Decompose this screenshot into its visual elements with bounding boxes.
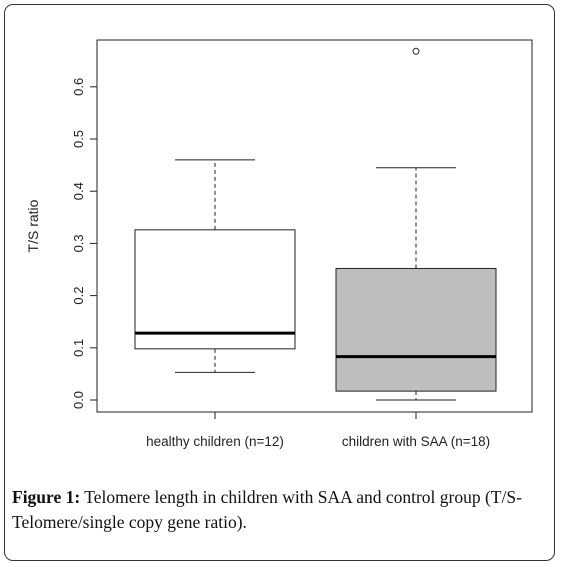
y-tick-label: 0.0 <box>71 391 86 409</box>
x-axis: healthy children (n=12) children with SAA… <box>146 412 490 449</box>
iqr-box <box>335 267 497 392</box>
y-tick-label: 0.5 <box>71 130 86 148</box>
y-tick-label: 0.3 <box>71 234 86 252</box>
y-axis: 0.0 0.1 0.2 0.3 0.4 0.5 0.6 <box>71 78 97 409</box>
y-tick-label: 0.4 <box>71 182 86 200</box>
x-tick-label: healthy children (n=12) <box>146 434 284 449</box>
caption-text: Telomere length in children with SAA and… <box>12 487 522 532</box>
outlier-point <box>412 47 420 55</box>
figure-caption: Figure 1: Telomere length in children wi… <box>12 485 548 535</box>
boxes-layer <box>134 47 497 401</box>
iqr-box <box>134 229 296 350</box>
x-tick-label: children with SAA (n=18) <box>342 434 490 449</box>
boxplot-chart: 0.0 0.1 0.2 0.3 0.4 0.5 0.6 healthy children (… <box>25 39 533 449</box>
box-group <box>335 47 497 401</box>
y-tick-label: 0.1 <box>71 339 86 357</box>
box-group <box>134 159 296 373</box>
y-tick-label: 0.2 <box>71 287 86 305</box>
caption-label: Figure 1: <box>12 487 81 507</box>
y-axis-label: T/S ratio <box>25 199 41 252</box>
y-tick-label: 0.6 <box>71 78 86 96</box>
plot-area-border <box>96 39 533 413</box>
